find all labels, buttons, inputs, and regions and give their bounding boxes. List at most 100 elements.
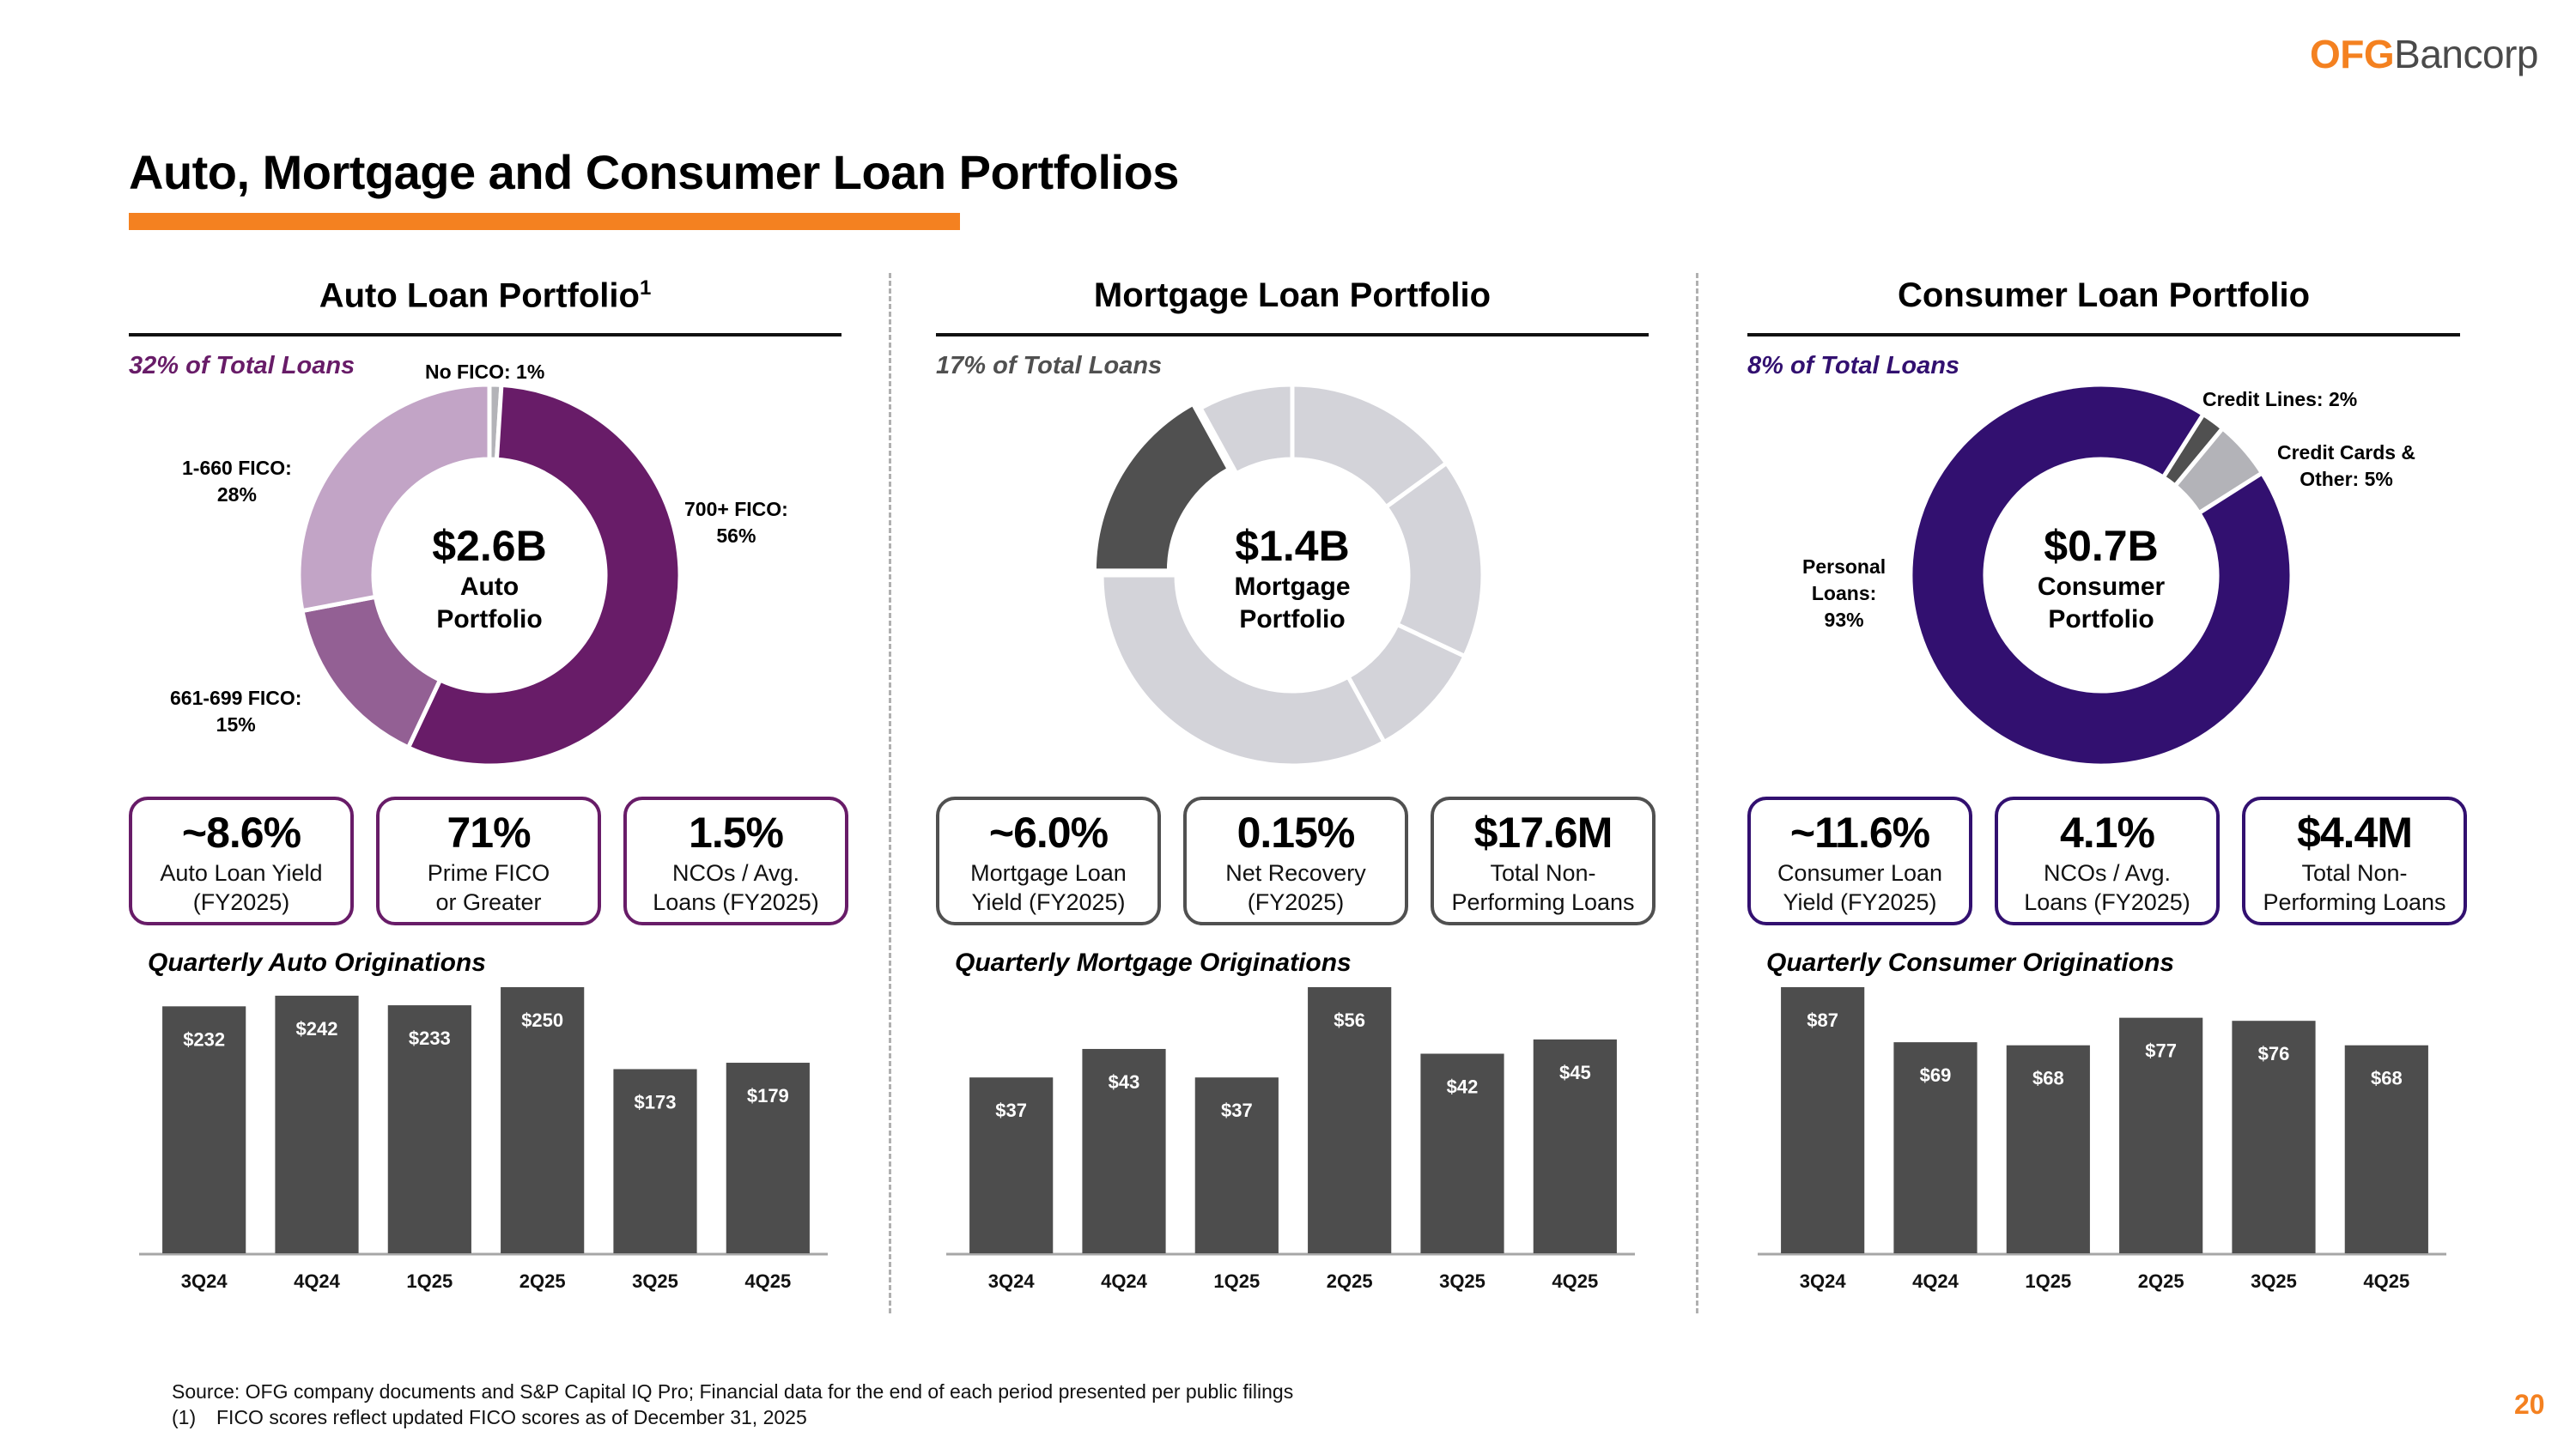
kpi-label-line1: Total Non- [1490,860,1596,886]
donut-slice-1-660-fico [296,382,492,614]
x-tick-label: 4Q25 [744,1270,791,1292]
kpi-value: $17.6M [1473,809,1613,857]
footnote-marker: 1 [639,276,652,300]
bar-value-label: $250 [521,1009,563,1031]
panel-title: Consumer Loan Portfolio [1747,276,2460,315]
panel-title-text: Consumer Loan Portfolio [1898,276,2310,314]
donut-center-label: $0.7B Consumer Portfolio [1990,521,2213,636]
donut-center-label: $2.6B Auto Portfolio [378,521,601,636]
kpi-value: 0.15% [1236,809,1356,857]
bar-3q24 [162,1006,246,1253]
x-tick-label: 1Q25 [2025,1270,2071,1292]
bar-value-label: $233 [409,1028,451,1049]
x-tick-label: 3Q24 [988,1270,1036,1292]
portfolio-label-line1: Consumer [2037,573,2166,601]
bar-3q24 [969,1077,1054,1253]
kpi-label-line1: Total Non- [2301,860,2408,886]
kpi-value: $4.4M [2297,809,2413,857]
callout-value: Other: 5% [2300,468,2393,490]
bar-value-label: $242 [296,1018,338,1040]
kpi-label-line2: Performing Loans [2263,889,2446,915]
kpi-auto-ncos: 1.5% NCOs / Avg. Loans (FY2025) [623,797,848,925]
callout-value: 28% [216,483,257,506]
bar-3q25 [613,1069,697,1253]
x-tick-label: 4Q24 [1912,1270,1959,1292]
donut-slice-personal-loans [1908,382,2294,768]
bar-value-label: $45 [1559,1062,1591,1083]
kpi-label-line2: Yield (FY2025) [971,889,1126,915]
x-tick-label: 3Q25 [2251,1270,2297,1292]
callout-661-699: 661-699 FICO: 15% [170,685,301,738]
callout-1-660: 1-660 FICO: 28% [182,455,292,508]
consumer-loan-panel: Consumer Loan Portfolio 8% of Total Loan… [1747,266,2467,1348]
kpi-value: 1.5% [689,809,784,857]
callout-text: Loans: [1811,582,1877,604]
kpi-label-line2: Loans (FY2025) [653,889,819,915]
footnote-1: (1) FICO scores reflect updated FICO scor… [172,1406,807,1429]
callout-no-fico: No FICO: 1% [425,359,544,385]
panel-rule [936,333,1649,336]
kpi-mortgage-yield: ~6.0% Mortgage Loan Yield (FY2025) [936,797,1161,925]
callout-text: Personal [1802,555,1886,578]
auto-loan-panel: Auto Loan Portfolio1 32% of Total Loans … [129,266,848,1348]
footnote-marker: (1) [172,1406,197,1428]
kpi-label-line2: or Greater [435,889,542,915]
x-tick-label: 2Q25 [519,1270,566,1292]
bar-1q25 [387,1005,471,1253]
footnote-text: FICO scores reflect updated FICO scores … [216,1406,807,1428]
title-underline [129,213,960,230]
donut-slice-700-fico [405,382,683,768]
mortgage-originations-bar-chart: $37 3Q24 $43 4Q24 $37 1Q25 $56 2Q25 $42 3Q25 $45 4Q… [946,987,1635,1292]
x-tick-label: 4Q25 [1552,1270,1598,1292]
callout-text: 1-660 FICO: [182,457,292,479]
callout-text: 700+ FICO: [684,498,788,520]
bar-value-label: $179 [747,1085,789,1106]
kpi-consumer-npl: $4.4M Total Non- Performing Loans [2242,797,2467,925]
bar-value-label: $173 [635,1091,677,1113]
kpi-mortgage-npl: $17.6M Total Non- Performing Loans [1431,797,1656,925]
callout-text: Credit Lines: 2% [2202,388,2358,410]
kpi-label-line1: Mortgage Loan [970,860,1127,886]
bar-value-label: $37 [1221,1100,1253,1121]
kpi-label-line1: Auto Loan Yield [160,860,323,886]
bar-value-label: $87 [1807,1009,1838,1031]
kpi-label-line2: Yield (FY2025) [1783,889,1937,915]
mortgage-loan-panel: Mortgage Loan Portfolio 17% of Total Loa… [936,266,1656,1348]
bar-2q25 [1308,987,1392,1253]
x-tick-label: 2Q25 [1327,1270,1373,1292]
bar-4q24 [1893,1042,1978,1253]
bar-value-label: $68 [2032,1068,2064,1089]
kpi-consumer-yield: ~11.6% Consumer Loan Yield (FY2025) [1747,797,1972,925]
kpi-label-line1: Net Recovery [1225,860,1366,886]
kpi-net-recovery: 0.15% Net Recovery (FY2025) [1183,797,1408,925]
bar-value-label: $76 [2258,1043,2290,1064]
bar-3q24 [1781,987,1865,1253]
panel-rule [1747,333,2460,336]
bar-value-label: $56 [1334,1009,1365,1031]
bar-1q25 [2006,1045,2090,1253]
x-tick-label: 3Q25 [1439,1270,1485,1292]
share-of-total-loans: 32% of Total Loans [129,352,355,379]
bar-value-label: $43 [1109,1071,1140,1093]
bar-3q25 [1420,1053,1504,1253]
bar-value-label: $37 [995,1100,1027,1121]
panel-title: Mortgage Loan Portfolio [936,276,1649,315]
x-tick-label: 3Q24 [181,1270,228,1292]
bar-value-label: $77 [2145,1040,2177,1062]
kpi-label-line1: Consumer Loan [1777,860,1943,886]
page-number: 20 [2514,1389,2545,1420]
portfolio-label-line2: Portfolio [436,605,543,634]
consumer-donut [1908,382,2294,768]
x-tick-label: 1Q25 [1213,1270,1260,1292]
callout-value: 93% [1824,609,1864,631]
panel-title-text: Mortgage Loan Portfolio [1093,276,1492,314]
donut-slice-segment-4 [1099,573,1388,768]
callout-700-plus: 700+ FICO: 56% [684,496,788,549]
kpi-value: ~11.6% [1789,809,1930,857]
bar-value-label: $42 [1447,1076,1479,1098]
bar-2q25 [501,987,585,1253]
kpi-value: 71% [447,809,531,857]
kpi-prime-fico: 71% Prime FICO or Greater [376,797,601,925]
mortgage-donut [1095,382,1485,768]
x-tick-label: 1Q25 [406,1270,453,1292]
